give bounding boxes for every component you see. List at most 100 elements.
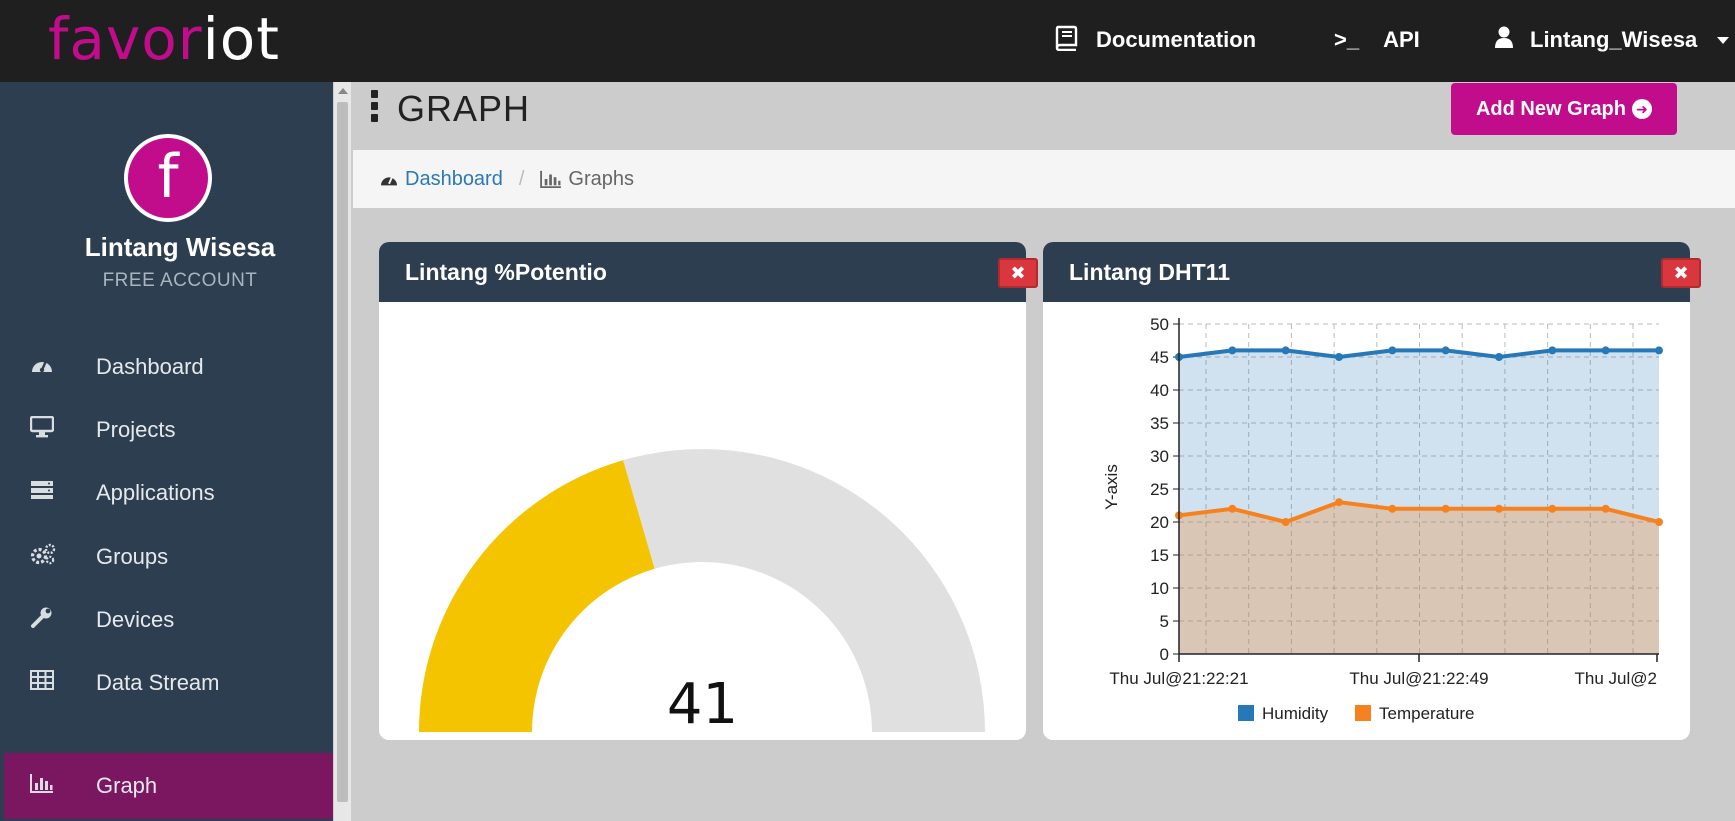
scroll-up-arrow-icon[interactable] — [338, 88, 348, 94]
bar-chart-icon — [540, 170, 562, 188]
sidebar-item-dashboard[interactable]: Dashboard — [4, 334, 333, 400]
data-point-humidity — [1388, 346, 1397, 355]
sidebar-item-projects[interactable]: Projects — [4, 397, 333, 463]
gauge-panel-title: Lintang %Potentio — [379, 242, 1026, 302]
x-tick-label: Thu Jul@2 — [1575, 669, 1657, 688]
data-point-humidity — [1441, 346, 1450, 355]
sidebar-item-label: Data Stream — [96, 670, 220, 695]
series-line-humidity — [1178, 348, 1659, 360]
add-new-graph-label: Add New Graph — [1475, 97, 1626, 120]
y-tick-label: 45 — [1150, 348, 1169, 367]
sidebar-item-applications[interactable]: Applications — [4, 460, 333, 526]
legend-label-humidity: Humidity — [1262, 704, 1329, 723]
sidebar-item-data-stream[interactable]: Data Stream — [4, 650, 333, 716]
sidebar: f Lintang Wisesa FREE ACCOUNT Dashboard … — [0, 82, 333, 821]
close-line-chart-button[interactable]: ✖ — [1661, 258, 1701, 288]
logo-text-accent: iot — [202, 5, 280, 73]
avatar[interactable]: f — [124, 134, 212, 222]
dashboard-icon — [381, 176, 397, 186]
y-tick-label: 50 — [1150, 315, 1169, 334]
data-point-humidity — [1495, 353, 1503, 361]
data-point-temperature — [1655, 518, 1663, 526]
dashboard-icon — [4, 354, 96, 380]
nav-api[interactable]: >_ API — [1334, 22, 1420, 58]
y-tick-label: 0 — [1160, 645, 1169, 664]
legend-label-temperature: Temperature — [1379, 704, 1474, 723]
y-tick-label: 5 — [1160, 612, 1169, 631]
y-tick-label: 20 — [1150, 513, 1169, 532]
breadcrumb-graphs-label: Graphs — [568, 167, 634, 190]
nav-documentation[interactable]: Documentation — [1052, 22, 1256, 58]
bar-chart-icon — [4, 773, 96, 799]
x-tick-label: Thu Jul@21:22:21 — [1109, 669, 1248, 688]
nav-api-label: API — [1383, 27, 1420, 52]
data-point-temperature — [1281, 518, 1290, 526]
breadcrumb-separator: / — [518, 167, 525, 190]
data-point-temperature — [1388, 504, 1397, 513]
sidebar-item-graph[interactable]: Graph — [4, 753, 333, 819]
wrench-icon — [4, 606, 96, 634]
data-point-temperature — [1335, 498, 1343, 507]
series-line-temperature — [1178, 500, 1660, 525]
line-chart-panel: Lintang DHT11 0 5 10 15 20 25 30 35 40 45 50 Thu Ju… — [1043, 242, 1690, 740]
data-point-temperature — [1441, 504, 1450, 513]
close-gauge-button[interactable]: ✖ — [998, 258, 1038, 288]
y-tick-label: 30 — [1150, 447, 1169, 466]
favoriot-logo[interactable]: favoriot — [48, 6, 280, 72]
y-tick-label: 10 — [1150, 579, 1169, 598]
breadcrumb-graphs: Graphs — [540, 168, 634, 191]
nav-documentation-label: Documentation — [1096, 27, 1257, 52]
book-icon — [1052, 23, 1080, 58]
sidebar-item-label: Groups — [96, 544, 169, 569]
server-icon — [4, 480, 96, 506]
desktop-icon — [4, 415, 96, 444]
user-menu-label: Lintang_Wisesa — [1530, 27, 1698, 52]
page-header: GRAPH Add New Graph ➜ — [351, 82, 1735, 150]
add-new-graph-button[interactable]: Add New Graph ➜ — [1451, 83, 1677, 135]
user-icon — [1494, 25, 1514, 56]
y-tick-label: 15 — [1150, 546, 1169, 565]
series-area-temperature — [1179, 502, 1659, 654]
user-menu[interactable]: Lintang_Wisesa — [1494, 22, 1730, 58]
legend-swatch-humidity — [1238, 705, 1254, 721]
data-point-temperature — [1228, 504, 1237, 513]
breadcrumb-dashboard[interactable]: Dashboard — [379, 168, 503, 191]
data-point-humidity — [1548, 346, 1557, 355]
page-title: GRAPH — [397, 88, 531, 129]
gauge-value: 41 — [666, 672, 739, 737]
y-tick-label: 25 — [1150, 480, 1169, 499]
sidebar-item-devices[interactable]: Devices — [4, 587, 333, 653]
line-panel-title: Lintang DHT11 — [1043, 242, 1690, 302]
sidebar-item-label: Applications — [96, 480, 215, 505]
sidebar-item-groups[interactable]: Groups — [4, 524, 333, 590]
sidebar-item-label: Projects — [96, 417, 176, 442]
data-point-humidity — [1228, 346, 1237, 355]
kebab-menu-icon[interactable] — [371, 90, 379, 122]
account-type-label: FREE ACCOUNT — [102, 270, 258, 291]
sidebar-user-name: Lintang Wisesa — [84, 232, 276, 262]
data-point-humidity — [1601, 346, 1610, 355]
legend-swatch-temperature — [1355, 705, 1371, 721]
chevron-down-icon — [1717, 36, 1730, 44]
data-point-humidity — [1655, 346, 1663, 355]
data-point-humidity — [1335, 353, 1343, 361]
series-area-humidity — [1179, 350, 1659, 654]
sidebar-item-label: Dashboard — [96, 354, 204, 379]
data-point-temperature — [1548, 504, 1557, 513]
breadcrumb-dashboard-label: Dashboard — [405, 167, 503, 190]
gauge-chart — [419, 449, 985, 732]
arrow-circle-right-icon: ➜ — [1632, 99, 1652, 119]
logo-text-main: favor — [48, 5, 203, 73]
sidebar-item-label: Graph — [96, 773, 158, 798]
data-point-temperature — [1601, 504, 1610, 513]
sidebar-item-label: Devices — [96, 607, 175, 632]
sidebar-scrollbar[interactable] — [333, 82, 351, 821]
y-axis-label: Y-axis — [1102, 464, 1121, 510]
breadcrumb: Dashboard / Graphs — [353, 150, 1735, 208]
scroll-thumb[interactable] — [337, 102, 348, 802]
area-chart: 0 5 10 15 20 25 30 35 40 45 50 Thu Jul@21:22:21 Thu … — [1102, 315, 1663, 723]
data-point-humidity — [1281, 346, 1290, 355]
data-point-temperature — [1495, 504, 1503, 513]
gauge-fill — [419, 460, 655, 732]
y-tick-label: 40 — [1150, 381, 1169, 400]
